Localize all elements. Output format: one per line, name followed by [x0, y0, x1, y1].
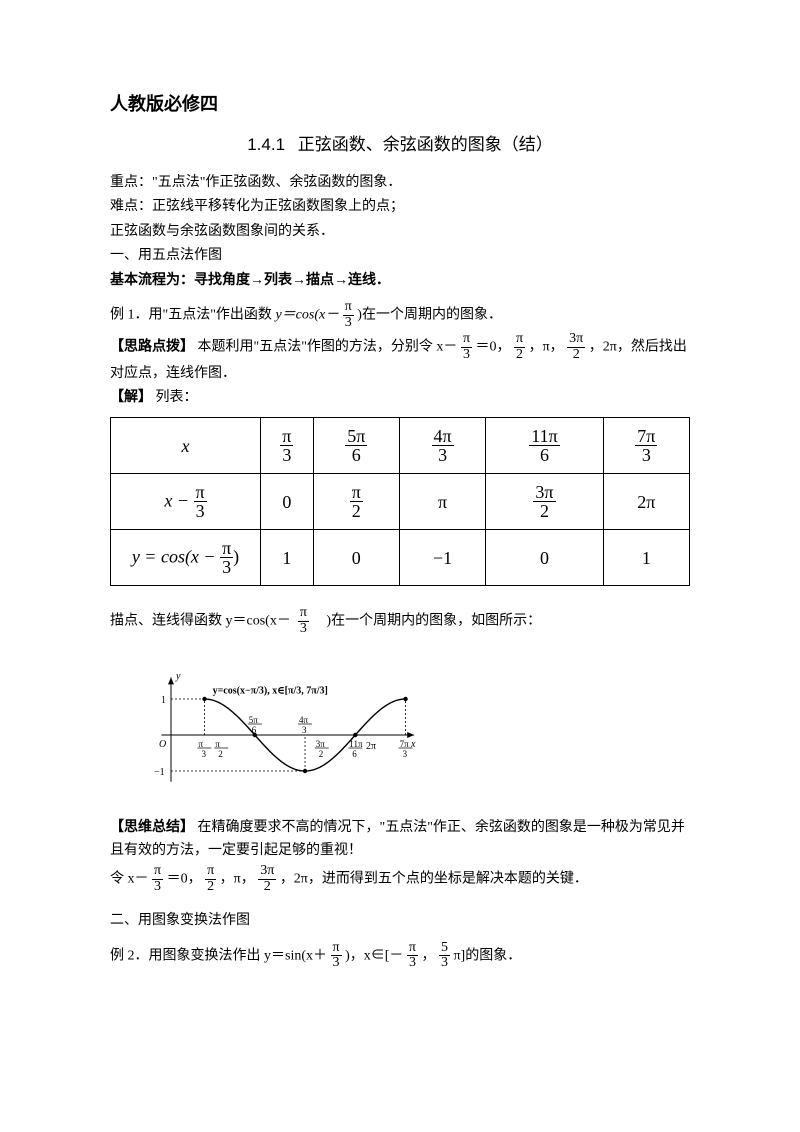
table-cell: x − π3	[111, 474, 261, 530]
svg-text:3: 3	[403, 749, 408, 759]
table-cell: 4π3	[399, 418, 485, 474]
svg-text:y=cos(x−π/3), x∈[π/3, 7π/3]: y=cos(x−π/3), x∈[π/3, 7π/3]	[213, 685, 328, 696]
table-cell: π3	[261, 418, 314, 474]
example-2: 例 2．用图象变换法作出 y＝sin(x＋ π3 )，x∈[－ π3 ， 53 …	[110, 941, 690, 971]
page-title: 人教版必修四	[110, 90, 690, 119]
solve-label: 【解】 列表：	[110, 387, 690, 409]
table-cell: 1	[261, 530, 314, 586]
svg-text:3: 3	[302, 725, 307, 735]
table-row: x π3 5π6 4π3 11π6 7π3	[111, 418, 690, 474]
svg-text:2π: 2π	[366, 741, 376, 752]
summary-key: 令 x－ π3 ＝0， π2 ，π， 3π2 ，2π，进而得到五个点的坐标是解决…	[110, 864, 690, 894]
table-row: y = cos(x − π3) 1 0 −1 0 1	[111, 530, 690, 586]
example-1: 例 1．用"五点法"作出函数 y＝cos(x－ π3 )在一个周期内的图象．	[110, 300, 690, 330]
intro-difficulty-2: 正弦函数与余弦函数图象间的关系．	[110, 221, 690, 243]
table-cell: 3π2	[486, 474, 603, 530]
method-heading-2: 二、用图象变换法作图	[110, 910, 690, 932]
svg-text:O: O	[159, 739, 166, 750]
svg-text:π: π	[215, 739, 220, 749]
svg-text:11π: 11π	[349, 739, 363, 749]
table-cell: 11π6	[486, 418, 603, 474]
table-cell: 1	[603, 530, 689, 586]
svg-text:1: 1	[161, 695, 166, 706]
svg-text:−1: −1	[154, 767, 165, 778]
svg-text:2: 2	[218, 749, 223, 759]
table-cell: −1	[399, 530, 485, 586]
method-heading-1: 一、用五点法作图	[110, 245, 690, 267]
table-cell: 5π6	[313, 418, 399, 474]
svg-text:y: y	[175, 671, 181, 682]
svg-text:π: π	[199, 739, 204, 749]
section-name: 正弦函数、余弦函数的图象（结）	[298, 135, 553, 154]
svg-text:2: 2	[319, 749, 324, 759]
plot-description: 描点、连线得函数 y＝cos(x－ π3 )在一个周期内的图象，如图所示：	[110, 606, 690, 636]
svg-text:4π: 4π	[299, 715, 309, 725]
cosine-graph: 1−1Oyxπ3π25π64π33π211π62π7π3y=cos(x−π/3)…	[138, 647, 690, 795]
intro-focus: 重点："五点法"作正弦函数、余弦函数的图象．	[110, 172, 690, 194]
table-cell: 0	[486, 530, 603, 586]
intro-difficulty-1: 难点：正弦线平移转化为正弦函数图象上的点；	[110, 196, 690, 218]
table-cell: 7π3	[603, 418, 689, 474]
table-cell: y = cos(x − π3)	[111, 530, 261, 586]
summary-block: 【思维总结】 在精确度要求不高的情况下，"五点法"作正、余弦函数的图象是一种极为…	[110, 817, 690, 862]
section-title: 1.4.1 正弦函数、余弦函数的图象（结）	[110, 131, 690, 158]
table-cell: 0	[313, 530, 399, 586]
svg-text:5π: 5π	[249, 715, 259, 725]
process-line: 基本流程为：寻找角度→列表→描点→连线．	[110, 270, 690, 292]
svg-text:6: 6	[252, 725, 257, 735]
svg-text:3: 3	[202, 749, 207, 759]
svg-text:7π: 7π	[400, 739, 410, 749]
table-cell: 0	[261, 474, 314, 530]
section-number: 1.4.1	[247, 135, 285, 154]
table-cell: x	[111, 418, 261, 474]
table-row: x − π3 0 π2 π 3π2 2π	[111, 474, 690, 530]
table-cell: π2	[313, 474, 399, 530]
table-cell: 2π	[603, 474, 689, 530]
table-cell: π	[399, 474, 485, 530]
svg-text:6: 6	[352, 749, 357, 759]
svg-text:3π: 3π	[316, 739, 326, 749]
hint-block: 【思路点拨】 本题利用"五点法"作图的方法，分别令 x－ π3 ＝0， π2 ，…	[110, 332, 690, 385]
five-point-table: x π3 5π6 4π3 11π6 7π3 x − π3 0 π2 π 3π2 …	[110, 417, 690, 586]
